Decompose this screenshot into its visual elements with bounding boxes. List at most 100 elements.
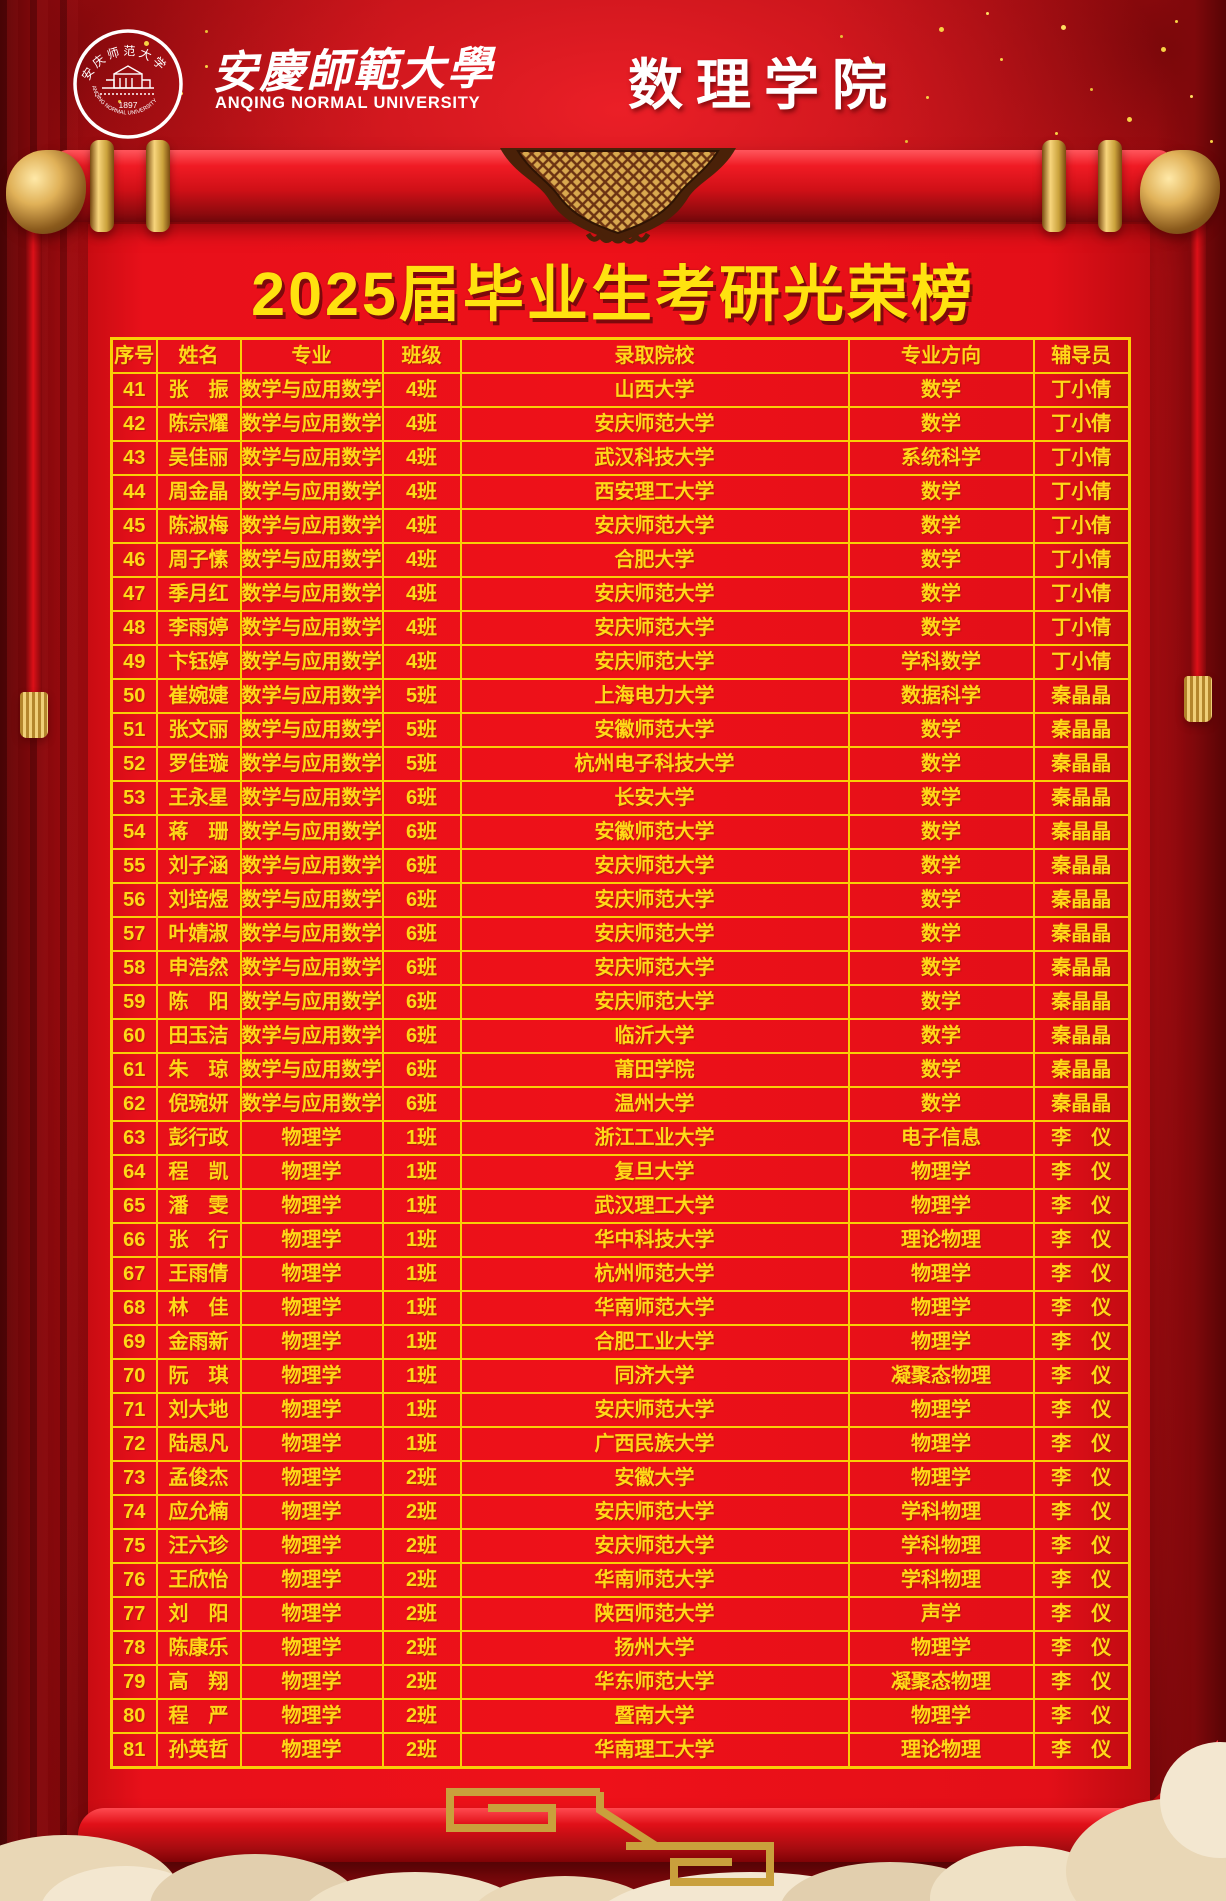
table-header-row: 序号 姓名 专业 班级 录取院校 专业方向 辅导员 [110,337,1131,374]
table-cell: 王雨倩 [155,1256,242,1292]
table-cell: 4班 [381,644,462,680]
table-cell: 55 [110,848,158,884]
table-cell: 物理学 [239,1698,384,1734]
table-cell: 数学与应用数学 [239,746,384,782]
column-header: 姓名 [155,337,242,374]
gold-cloud-line-icon [446,1788,774,1886]
table-cell: 安庆师范大学 [459,950,850,986]
table-cell: 秦晶晶 [1032,712,1131,748]
table-cell: 杭州电子科技大学 [459,746,850,782]
table-cell: 蒋 珊 [155,814,242,850]
table-cell: 49 [110,644,158,680]
column-header: 录取院校 [459,337,850,374]
table-cell: 数学 [847,406,1035,442]
table-cell: 物理学 [847,1324,1035,1360]
table-cell: 武汉理工大学 [459,1188,850,1224]
table-cell: 李 仪 [1032,1494,1131,1530]
table-cell: 1班 [381,1188,462,1224]
logo-top-text: 安庆师范大学 [78,44,168,83]
table-cell: 6班 [381,1052,462,1088]
table-cell: 数学 [847,712,1035,748]
table-cell: 数学与应用数学 [239,542,384,578]
table-cell: 李 仪 [1032,1188,1131,1224]
table-cell: 秦晶晶 [1032,678,1131,714]
table-cell: 叶婧淑 [155,916,242,952]
table-cell: 2班 [381,1596,462,1632]
table-row: 58 申浩然 数学与应用数学 6班 安庆师范大学 数学 秦晶晶 [110,950,1131,986]
table-cell: 45 [110,508,158,544]
table-cell: 安庆师范大学 [459,1392,850,1428]
table-row: 61 朱 琼数学与应用数学 6班 莆田学院 数学 秦晶晶 [110,1052,1131,1088]
table-cell: 秦晶晶 [1032,746,1131,782]
table-cell: 4班 [381,440,462,476]
table-cell: 陈淑梅 [155,508,242,544]
tassel-fringe-left [20,692,48,738]
table-cell: 周子愫 [155,542,242,578]
table-cell: 丁小倩 [1032,474,1131,510]
table-cell: 76 [110,1562,158,1598]
table-cell: 丁小倩 [1032,644,1131,680]
table-cell: 西安理工大学 [459,474,850,510]
table-cell: 54 [110,814,158,850]
table-row: 51 张文丽 数学与应用数学 5班 安徽师范大学 数学 秦晶晶 [110,712,1131,748]
table-cell: 56 [110,882,158,918]
table-row: 45 陈淑梅 数学与应用数学 4班 安庆师范大学 数学 丁小倩 [110,508,1131,544]
table-cell: 数学与应用数学 [239,372,384,408]
table-cell: 数学与应用数学 [239,644,384,680]
table-cell: 数学 [847,984,1035,1020]
table-row: 47 季月红 数学与应用数学 4班 安庆师范大学 数学 丁小倩 [110,576,1131,612]
table-cell: 4班 [381,508,462,544]
table-cell: 理论物理 [847,1222,1035,1258]
table-cell: 同济大学 [459,1358,850,1394]
table-row: 56 刘培煜 数学与应用数学 6班 安庆师范大学 数学 秦晶晶 [110,882,1131,918]
table-cell: 数学与应用数学 [239,848,384,884]
table-cell: 李 仪 [1032,1222,1131,1258]
table-row: 55 刘子涵 数学与应用数学 6班 安庆师范大学 数学 秦晶晶 [110,848,1131,884]
table-cell: 武汉科技大学 [459,440,850,476]
table-cell: 李 仪 [1032,1732,1131,1769]
table-cell: 4班 [381,474,462,510]
tassel-fringe-right [1184,676,1212,722]
table-cell: 物理学 [847,1630,1035,1666]
table-cell: 陆思凡 [155,1426,242,1462]
table-cell: 数学 [847,576,1035,612]
table-cell: 秦晶晶 [1032,814,1131,850]
table-row: 53 王永星 数学与应用数学 6班 长安大学 数学 秦晶晶 [110,780,1131,816]
table-cell: 数学与应用数学 [239,712,384,748]
column-header: 班级 [381,337,462,374]
table-cell: 物理学 [847,1256,1035,1292]
table-cell: 4班 [381,406,462,442]
table-cell: 汪六珍 [155,1528,242,1564]
table-cell: 数学 [847,474,1035,510]
table-cell: 丁小倩 [1032,542,1131,578]
table-row: 59 陈 阳数学与应用数学 6班 安庆师范大学 数学 秦晶晶 [110,984,1131,1020]
column-header: 专业 [239,337,384,374]
table-cell: 安徽师范大学 [459,814,850,850]
table-cell: 6班 [381,950,462,986]
table-row: 62 倪琬妍 数学与应用数学 6班 温州大学 数学 秦晶晶 [110,1086,1131,1122]
table-cell: 彭行政 [155,1120,242,1156]
table-cell: 数学 [847,542,1035,578]
table-cell: 4班 [381,576,462,612]
table-cell: 周金晶 [155,474,242,510]
table-cell: 阮 琪 [155,1358,242,1394]
table-cell: 安庆师范大学 [459,576,850,612]
table-cell: 金雨新 [155,1324,242,1360]
table-cell: 2班 [381,1494,462,1530]
table-cell: 5班 [381,712,462,748]
table-row: 72 陆思凡 物理学 1班 广西民族大学 物理学李 仪 [110,1426,1131,1462]
table-cell: 安庆师范大学 [459,406,850,442]
table-cell: 数学与应用数学 [239,780,384,816]
table-row: 81 孙英哲 物理学 2班 华南理工大学 理论物理李 仪 [110,1732,1131,1769]
table-cell: 王永星 [155,780,242,816]
column-header: 专业方向 [847,337,1035,374]
table-cell: 安庆师范大学 [459,882,850,918]
table-cell: 1班 [381,1290,462,1326]
gold-speckles-decoration [0,0,3,3]
svg-text:安庆师范大学: 安庆师范大学 [78,44,171,83]
table-cell: 华南师范大学 [459,1562,850,1598]
table-cell: 6班 [381,814,462,850]
table-cell: 77 [110,1596,158,1632]
table-cell: 数学 [847,1086,1035,1122]
table-cell: 65 [110,1188,158,1224]
